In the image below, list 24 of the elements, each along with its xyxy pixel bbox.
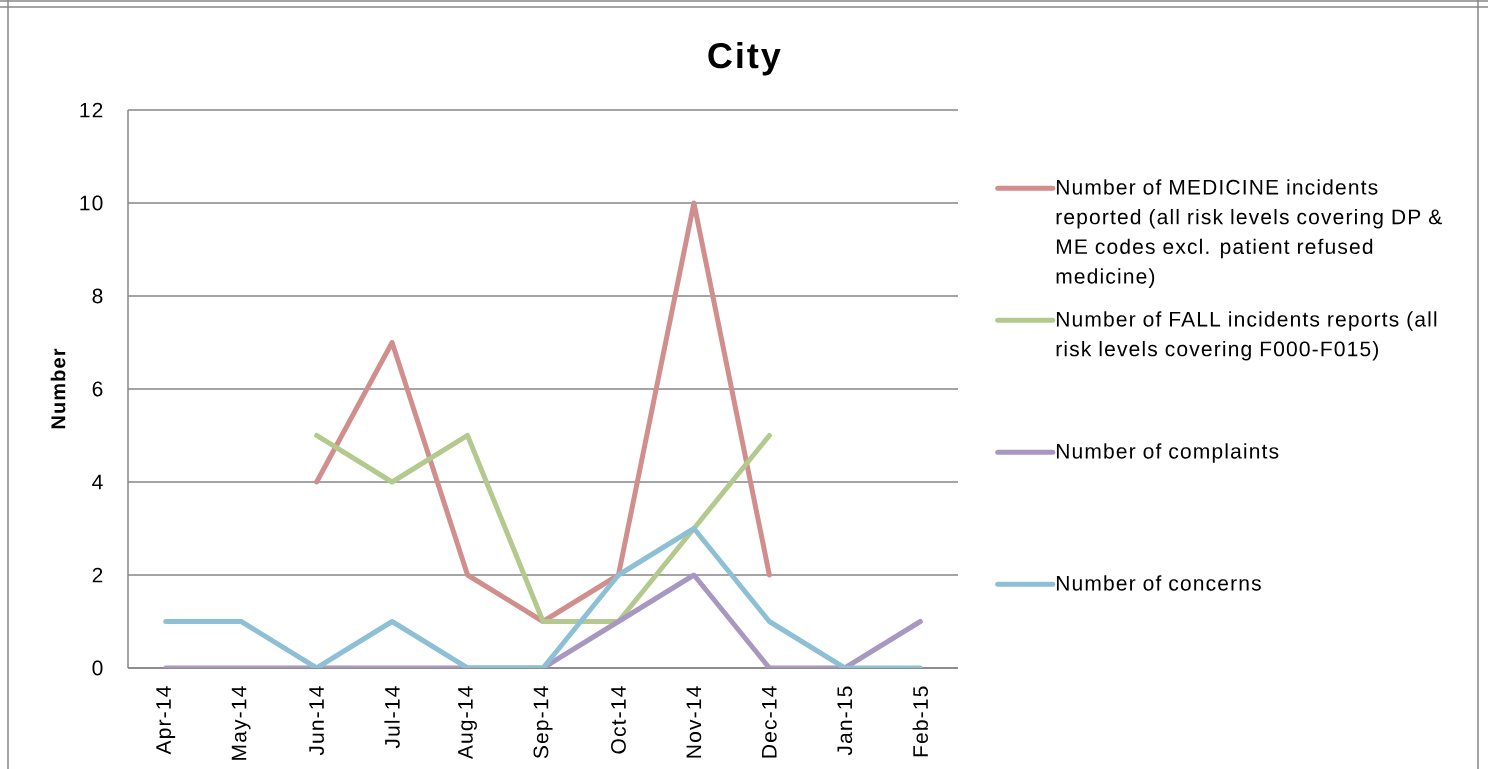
legend-label: Number of complaints xyxy=(1056,443,1279,463)
x-tick-label: Nov-14 xyxy=(686,686,702,758)
y-tick-label: 6 xyxy=(92,381,103,397)
y-tick-label: 0 xyxy=(92,660,103,676)
x-tick-label: Jun-14 xyxy=(309,686,324,756)
chart-title: City xyxy=(708,41,781,76)
x-tick-label: Feb-15 xyxy=(912,686,928,757)
x-tick-label: Aug-14 xyxy=(458,686,477,760)
x-tick-label: May-14 xyxy=(231,686,251,760)
y-tick-label: 8 xyxy=(92,288,103,304)
legend-label: Number of concerns xyxy=(1056,575,1261,591)
x-tick-label: Dec-14 xyxy=(762,686,777,758)
x-tick-label: Sep-14 xyxy=(533,686,553,759)
y-tick-label: 4 xyxy=(92,474,103,490)
y-tick-label: 10 xyxy=(80,195,103,211)
x-tick-label: Apr-14 xyxy=(156,686,176,755)
y-tick-label: 12 xyxy=(80,102,103,118)
x-tick-label: Jan-15 xyxy=(837,686,853,756)
y-axis-title: Number xyxy=(50,348,66,429)
legend-label: Number of FALL incidents reports (all risk levels covering F000-F015) xyxy=(1056,311,1437,361)
x-tick-label: Oct-14 xyxy=(611,686,626,754)
y-tick-label: 2 xyxy=(92,567,103,583)
legend-label: Number of MEDICINE incidents reported (all risk levels covering DP & ME codes excl. patient refused medicine) xyxy=(1056,179,1442,288)
x-tick-label: Jul-14 xyxy=(384,686,400,749)
